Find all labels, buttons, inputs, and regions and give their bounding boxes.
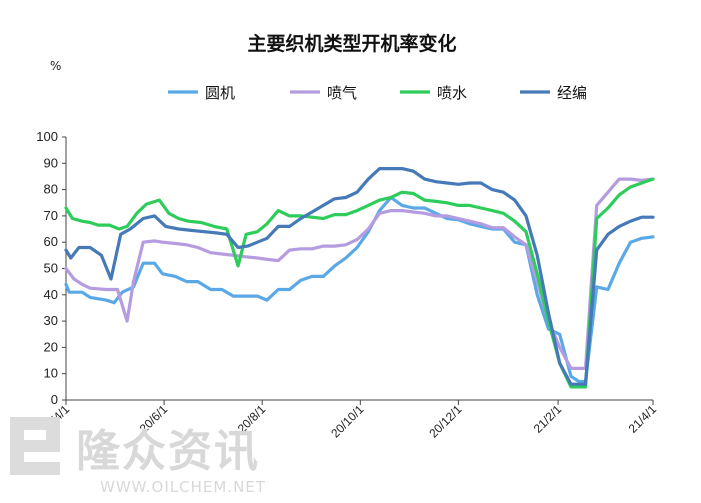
y-tick-label: 60	[44, 234, 58, 249]
legend-label: 经编	[557, 84, 587, 102]
y-tick-label: 100	[36, 129, 58, 144]
legend: 圆机 喷气 喷水 经编	[168, 84, 587, 102]
series-line-经编	[64, 167, 655, 386]
watermark-text: 隆众资讯	[76, 426, 260, 477]
watermark-url: WWW.OILCHEM.NET	[100, 478, 266, 496]
legend-label: 圆机	[205, 84, 235, 102]
legend-label: 喷水	[437, 84, 467, 102]
watermark: 隆众资讯 WWW.OILCHEM.NET	[10, 417, 266, 496]
x-tick-label: 21/2/1	[531, 402, 565, 436]
series-layer	[64, 167, 655, 389]
legend-label: 喷气	[327, 84, 357, 102]
y-tick-label: 80	[44, 182, 58, 197]
y-tick-label: 70	[44, 208, 58, 223]
y-tick-label: 30	[44, 313, 58, 328]
series-line-喷气	[64, 177, 655, 370]
chart-title: 主要织机类型开机率变化	[247, 32, 456, 55]
x-tick-label: 20/12/1	[426, 402, 464, 440]
axes: 010203040506070809010020/4/120/6/120/8/1…	[36, 129, 659, 440]
y-tick-label: 20	[44, 339, 58, 354]
y-tick-label: 50	[44, 261, 58, 276]
y-tick-label: 0	[51, 392, 58, 407]
y-tick-label: 90	[44, 155, 58, 170]
y-tick-label: 40	[44, 287, 58, 302]
series-line-圆机	[64, 195, 655, 384]
y-axis-unit: %	[50, 59, 61, 73]
watermark-logo	[10, 417, 60, 475]
y-tick-label: 10	[44, 366, 58, 381]
x-tick-label: 20/10/1	[328, 402, 366, 440]
x-tick-label: 21/4/1	[626, 402, 660, 436]
